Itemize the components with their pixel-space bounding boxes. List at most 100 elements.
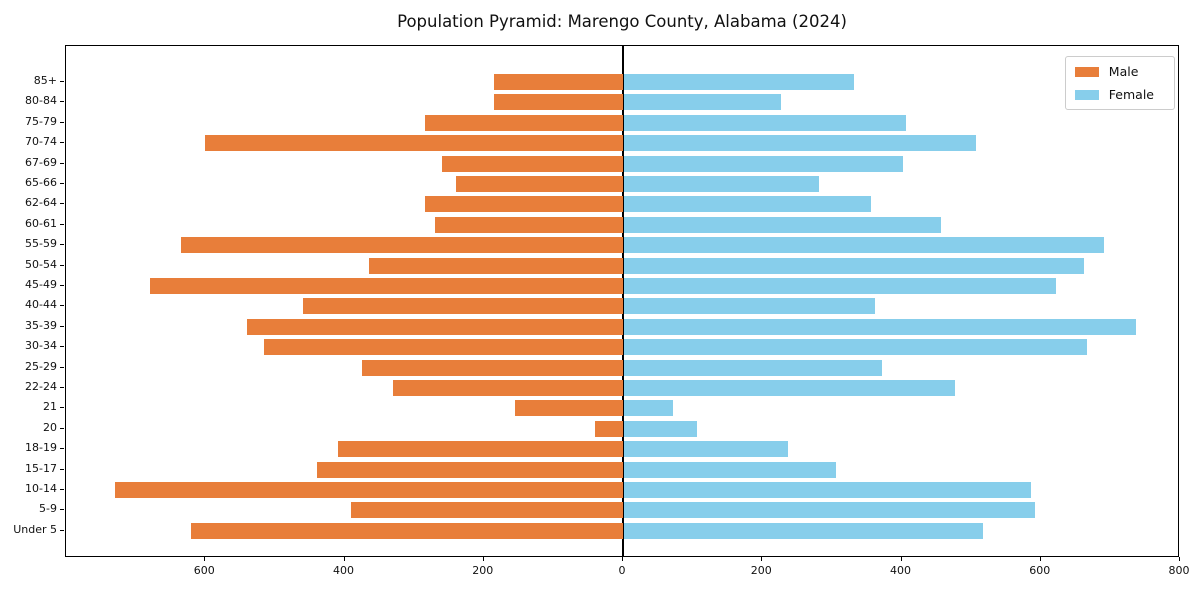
- xtick-mark: [1039, 557, 1041, 561]
- bar-female-65-66: [624, 176, 819, 192]
- ytick-label-62-64: 62-64: [25, 196, 57, 210]
- bar-male-40-44: [302, 298, 623, 315]
- bar-male-25-29: [361, 359, 623, 376]
- bar-female-80-84: [624, 94, 781, 111]
- ytick-label-10-14: 10-14: [25, 482, 57, 495]
- bar-female-45-49: [624, 278, 1056, 294]
- ytick-mark: [60, 325, 64, 327]
- ytick-mark: [60, 162, 64, 164]
- female-legend-label: Female: [1108, 87, 1154, 102]
- bar-female-55-59: [624, 237, 1105, 254]
- ytick-mark: [60, 427, 64, 429]
- ytick-mark: [60, 366, 64, 368]
- bar-female-25-29: [624, 359, 882, 376]
- ytick-mark: [60, 346, 64, 348]
- bar-female-50-54: [624, 257, 1084, 274]
- ytick-label-45-49: 45-49: [25, 278, 57, 291]
- bar-female-85+: [624, 74, 854, 90]
- chart-title: Population Pyramid: Marengo County, Alab…: [397, 12, 847, 31]
- ytick-label-21: 21: [43, 400, 57, 414]
- legend-entry-female: Female: [1074, 87, 1164, 102]
- ytick-mark: [60, 407, 64, 409]
- ytick-mark: [60, 489, 64, 490]
- bar-female-62-64: [624, 196, 872, 213]
- bar-female-60-61: [624, 216, 941, 233]
- ytick-label-5-9: 5-9: [39, 502, 57, 516]
- legend: Male Female: [1064, 56, 1175, 110]
- ytick-label-under-5: Under 5: [13, 522, 57, 536]
- plot-area: Male Female: [65, 45, 1179, 557]
- bar-female-20: [624, 420, 698, 437]
- ytick-mark: [60, 285, 64, 286]
- bar-female-67-69: [624, 155, 903, 172]
- xtick-mark: [622, 557, 623, 561]
- ytick-mark: [60, 305, 64, 307]
- bar-female-70-74: [624, 135, 976, 152]
- ytick-mark: [60, 509, 64, 511]
- bar-female-5-9: [624, 502, 1035, 519]
- bar-male-70-74: [205, 135, 623, 152]
- xtick-label-600: 600: [193, 564, 215, 577]
- ytick-mark: [60, 387, 64, 388]
- bar-male-15-17: [316, 461, 623, 478]
- bar-male-18-19: [337, 441, 623, 458]
- ytick-mark: [60, 183, 64, 184]
- xtick-label-400: 400: [890, 564, 911, 577]
- bar-male-60-61: [435, 216, 623, 233]
- bar-male-80-84: [494, 94, 623, 111]
- female-legend-swatch-icon: [1074, 89, 1099, 100]
- bar-male-65-66: [455, 176, 623, 192]
- xtick-label-200: 200: [750, 564, 772, 577]
- ytick-mark: [60, 244, 64, 246]
- ytick-mark: [60, 142, 64, 144]
- ytick-label-25-29: 25-29: [25, 359, 57, 373]
- ytick-label-60-61: 60-61: [25, 216, 57, 230]
- zero-axis-line: [622, 46, 624, 556]
- bar-female-75-79: [624, 114, 906, 131]
- bar-female-30-34: [624, 339, 1087, 356]
- ytick-mark: [60, 448, 64, 450]
- bar-male-21: [515, 400, 623, 417]
- legend-entry-male: Male: [1074, 64, 1164, 79]
- xtick-mark: [343, 557, 345, 561]
- bar-female-under-5: [624, 522, 983, 539]
- ytick-mark: [60, 101, 64, 103]
- ytick-label-65-66: 65-66: [25, 176, 57, 189]
- xtick-mark: [900, 557, 902, 561]
- bar-male-30-34: [264, 339, 623, 356]
- ytick-label-15-17: 15-17: [25, 461, 57, 475]
- ytick-label-67-69: 67-69: [25, 155, 57, 169]
- ytick-label-85+: 85+: [33, 74, 57, 87]
- xtick-mark: [482, 557, 484, 561]
- ytick-mark: [60, 529, 64, 531]
- bar-male-75-79: [424, 114, 623, 131]
- male-legend-swatch-icon: [1074, 66, 1099, 77]
- ytick-mark: [60, 81, 64, 82]
- xtick-label-600: 600: [1029, 564, 1051, 577]
- bar-female-15-17: [624, 461, 837, 478]
- bar-male-22-24: [393, 380, 623, 396]
- bar-female-21: [624, 400, 673, 417]
- ytick-label-40-44: 40-44: [25, 298, 57, 312]
- bar-female-18-19: [624, 441, 788, 458]
- bar-male-67-69: [441, 155, 623, 172]
- ytick-label-55-59: 55-59: [25, 237, 57, 251]
- ytick-label-30-34: 30-34: [25, 339, 57, 353]
- bar-male-35-39: [247, 318, 623, 335]
- male-legend-label: Male: [1108, 64, 1139, 79]
- bar-male-50-54: [368, 257, 623, 274]
- bar-male-45-49: [149, 278, 623, 294]
- bar-female-40-44: [624, 298, 875, 315]
- xtick-mark: [1179, 557, 1180, 561]
- ytick-mark: [60, 203, 64, 205]
- ytick-label-75-79: 75-79: [25, 114, 57, 128]
- ytick-label-18-19: 18-19: [25, 441, 57, 455]
- bar-male-under-5: [191, 522, 623, 539]
- xtick-label-800: 800: [1168, 564, 1190, 577]
- bar-male-5-9: [351, 502, 623, 519]
- xtick-label-200: 200: [472, 564, 494, 577]
- bar-female-35-39: [624, 318, 1136, 335]
- ytick-label-50-54: 50-54: [25, 257, 57, 271]
- ytick-mark: [60, 264, 64, 266]
